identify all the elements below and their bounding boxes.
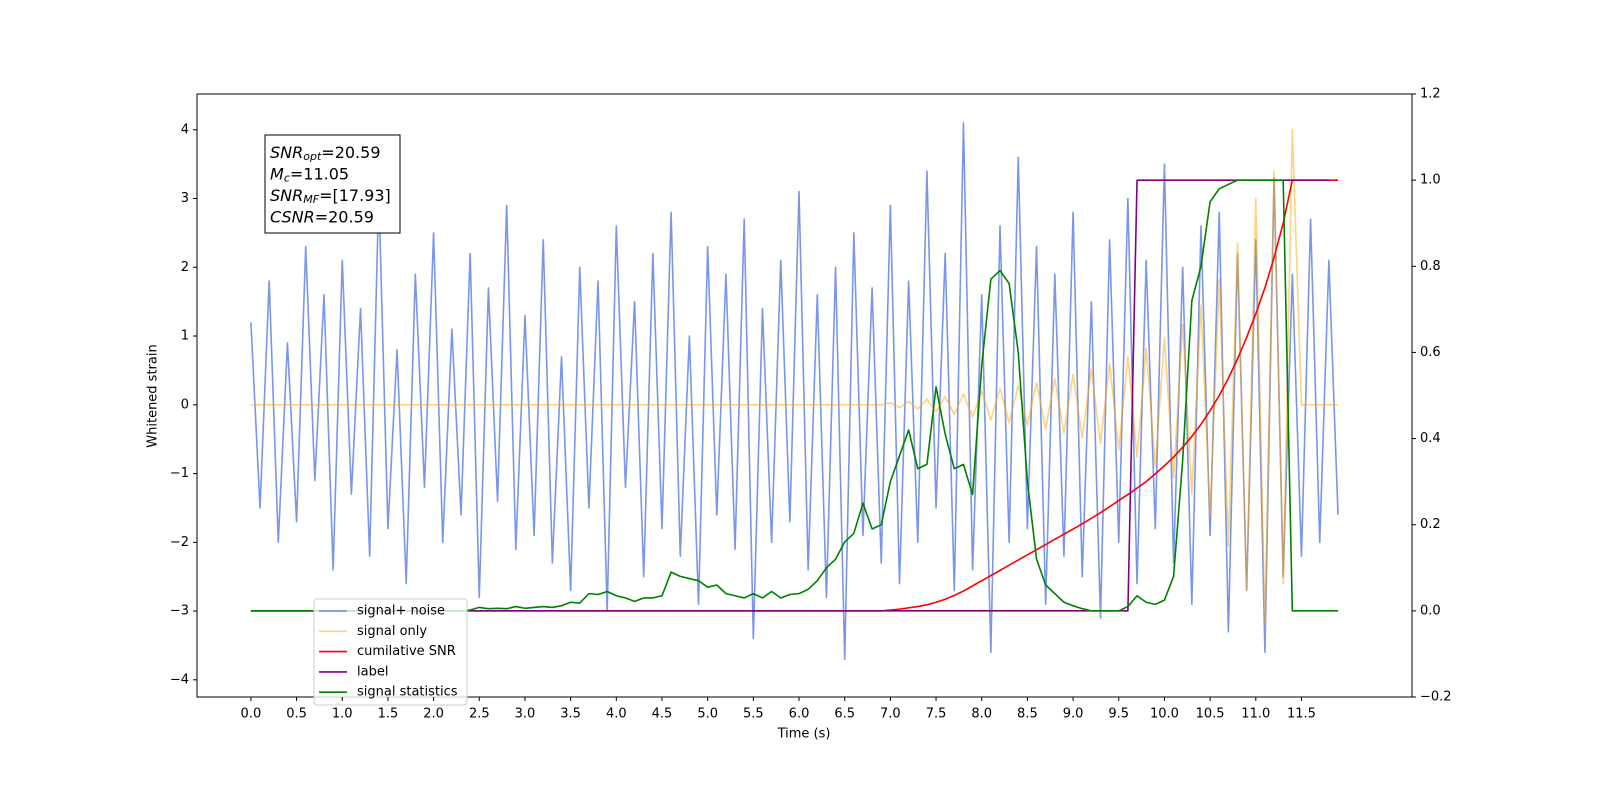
x-tick-label: 1.0 <box>332 707 353 722</box>
annotation-sub: MF <box>303 193 319 206</box>
x-tick-label: 10.5 <box>1196 707 1225 722</box>
y-tick-label: 0 <box>181 397 189 412</box>
legend-label: label <box>357 664 388 679</box>
series-line <box>250 179 1329 612</box>
y2-tick-label: 0.4 <box>1420 431 1441 446</box>
y2-tick-label: 0.0 <box>1420 603 1441 618</box>
x-tick-label: 7.0 <box>880 707 901 722</box>
annotation-text: =20.59 <box>315 207 374 226</box>
y-axis-label: Whitened strain <box>146 344 161 447</box>
y-tick-label: −3 <box>170 604 189 619</box>
y2-tick-label: 0.8 <box>1420 259 1441 274</box>
x-tick-label: 2.0 <box>423 707 444 722</box>
y-tick-label: 2 <box>181 260 189 275</box>
plot-area <box>250 122 1339 660</box>
x-tick-label: 6.0 <box>789 707 810 722</box>
x-tick-label: 8.5 <box>1017 707 1038 722</box>
y-tick-label: −2 <box>170 535 189 550</box>
x-tick-label: 4.0 <box>606 707 627 722</box>
x-tick-label: 7.5 <box>926 707 947 722</box>
x-tick-label: 3.5 <box>560 707 581 722</box>
y-tick-label: −4 <box>170 672 189 687</box>
x-tick-label: 2.5 <box>469 707 490 722</box>
annotation-text: =20.59 <box>321 143 380 162</box>
y2-tick-label: 1.0 <box>1420 173 1441 188</box>
x-tick-label: 9.0 <box>1063 707 1084 722</box>
y2-tick-label: 1.2 <box>1420 87 1441 102</box>
annotation-line: SNRopt=20.59 <box>270 143 381 164</box>
x-tick-label: 6.5 <box>834 707 855 722</box>
annotation-line: CSNR=20.59 <box>270 207 374 226</box>
legend-label: cumilative SNR <box>357 644 456 659</box>
x-tick-label: 0.5 <box>286 707 307 722</box>
series-line <box>250 128 1338 626</box>
annotation-line: Mc=11.05 <box>270 164 349 185</box>
annotation-name: CSNR <box>270 207 315 226</box>
annotation-frame <box>264 134 401 234</box>
plot-frame <box>196 93 1413 698</box>
x-tick-label: 9.5 <box>1108 707 1129 722</box>
annotation-name: M <box>270 164 284 183</box>
y2-tick-label: 0.2 <box>1420 517 1441 532</box>
series-line <box>250 179 1338 612</box>
annotation-sub: opt <box>303 150 322 163</box>
legend-label: signal only <box>357 624 427 639</box>
y2-tick-label: −0.2 <box>1420 690 1452 705</box>
y-tick-label: 1 <box>181 329 189 344</box>
x-tick-label: 10.0 <box>1150 707 1179 722</box>
y-tick-label: 4 <box>181 122 189 137</box>
x-tick-label: 4.5 <box>652 707 673 722</box>
y2-tick-label: 0.6 <box>1420 345 1441 360</box>
annotation-name: SNR <box>270 186 303 205</box>
x-axis-label: Time (s) <box>777 727 831 742</box>
legend-frame <box>313 598 468 706</box>
annotation-box: SNRopt=20.59Mc=11.05SNRMF=[17.93]CSNR=20… <box>264 134 401 234</box>
x-tick-label: 5.0 <box>697 707 718 722</box>
annotation-name: SNR <box>270 143 303 162</box>
x-tick-label: 11.5 <box>1287 707 1316 722</box>
x-tick-label: 3.0 <box>515 707 536 722</box>
x-tick-label: 1.5 <box>378 707 399 722</box>
annotation-text: =[17.93] <box>319 186 391 205</box>
legend-label: signal+ noise <box>357 604 445 619</box>
y-tick-label: −1 <box>170 466 189 481</box>
x-tick-label: 8.0 <box>971 707 992 722</box>
annotation-line: SNRMF=[17.93] <box>270 186 391 207</box>
x-tick-label: 0.0 <box>241 707 262 722</box>
y-tick-label: 3 <box>181 191 189 206</box>
series-line <box>250 122 1339 660</box>
x-tick-label: 11.0 <box>1241 707 1270 722</box>
legend-label: signal statistics <box>357 685 458 700</box>
legend: signal+ noise signal only cumilative SNR la… <box>313 598 468 706</box>
annotation-text: =11.05 <box>290 164 349 183</box>
series-line <box>250 179 1338 612</box>
x-tick-label: 5.5 <box>743 707 764 722</box>
annotation-sub: c <box>284 172 290 185</box>
